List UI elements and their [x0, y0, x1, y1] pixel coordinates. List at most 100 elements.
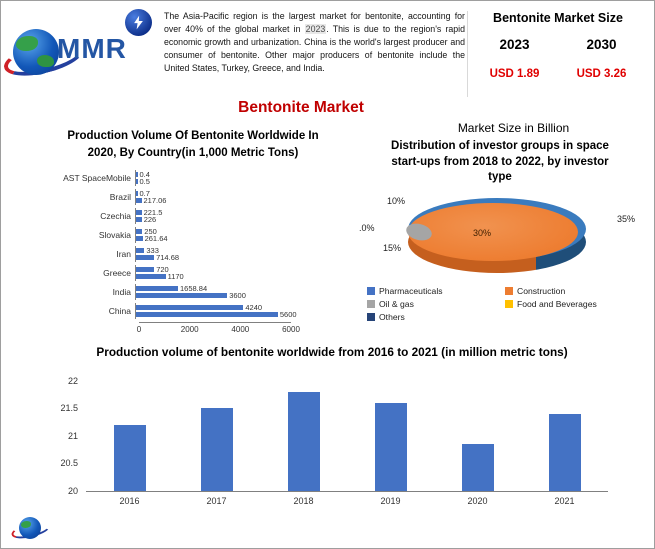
bar-value-label: 217.06: [143, 195, 167, 205]
bar-slot: [173, 382, 260, 491]
legend-label: Construction: [517, 285, 566, 296]
bar-slot: [434, 382, 521, 491]
bar-value-label: 261.64: [144, 233, 168, 243]
bar-row: 0.5: [136, 176, 150, 186]
category-label: AST SpaceMobile: [63, 172, 131, 183]
bar-row: 261.64: [136, 233, 168, 243]
bar-slot: [86, 382, 173, 491]
market-size-title: Bentonite Market Size: [493, 11, 623, 25]
bar-value-label: 4240: [245, 302, 263, 312]
bar: [548, 413, 581, 491]
page-title: Bentonite Market: [238, 99, 364, 116]
intro-text-before: The Asia-Pacific region is the largest m…: [164, 11, 465, 34]
bar-group: AST SpaceMobile 0.4 0.5: [43, 169, 343, 189]
pie-legend: Pharmaceuticals Construction Oil & gas Food…: [367, 286, 635, 322]
y-tick-label: 20: [67, 485, 78, 496]
bar-row: 1658.84: [136, 283, 246, 293]
bar: [136, 228, 143, 234]
bar-value-label: 226: [143, 214, 157, 224]
pie-percent-oil-gas: 15%: [383, 242, 402, 253]
bar-value-label: 3600: [229, 290, 246, 300]
market-size-year-start: 2023: [499, 37, 530, 52]
intro-text-after: . This is due to the region's rapid econ…: [164, 23, 466, 73]
bar-value-label: 0.7: [139, 188, 150, 198]
bar: [287, 391, 320, 491]
bar: [136, 197, 142, 203]
bar-row: 226: [136, 214, 162, 224]
bar-row: 1170: [136, 271, 184, 281]
bar-group: Brazil 0.7 217.06: [43, 188, 343, 208]
lightning-bolt-icon: [125, 9, 152, 36]
x-tick-label: 2017: [206, 495, 227, 506]
bar: [136, 292, 228, 298]
legend-item: Oil & gas: [367, 299, 497, 309]
footer-globe-icon: [19, 517, 41, 539]
x-tick-label: 0: [136, 324, 142, 334]
x-tick-label: 2000: [180, 324, 199, 334]
bar-group: Iran 333 714.68: [43, 245, 343, 265]
category-label: Iran: [116, 248, 131, 259]
bar-value-label: 1658.84: [180, 283, 208, 293]
bar-value-label: 1170: [167, 271, 184, 281]
pie-percent-construction: 30%: [473, 227, 492, 238]
bar: [136, 171, 138, 177]
category-label: China: [108, 305, 131, 316]
investor-pie-chart: Distribution of investor groups in space…: [353, 139, 647, 322]
production-bar-chart: Production volume of bentonite worldwide…: [26, 344, 638, 506]
bar-value-label: 714.68: [156, 252, 180, 262]
legend-label: Pharmaceuticals: [379, 285, 443, 296]
bar-value-label: 720: [156, 264, 169, 274]
bar: [136, 216, 142, 222]
x-tick-label: 2021: [554, 495, 575, 506]
footer-logo: [9, 514, 55, 544]
legend-label: Others: [379, 311, 405, 322]
bar-row: 0.4: [136, 170, 150, 179]
y-tick-label: 21.5: [60, 403, 78, 414]
bar: [136, 304, 244, 310]
bar: [136, 254, 155, 260]
legend-swatch: [367, 299, 375, 308]
bar: [136, 178, 138, 184]
category-label: Greece: [103, 267, 131, 278]
header-divider: [467, 11, 468, 97]
production-y-ticks: 20 20.5 21 21.5 22: [60, 376, 608, 496]
x-tick-label: 6000: [282, 324, 300, 334]
pie-3d: [404, 197, 586, 288]
bar-group: China 4240 5600: [43, 302, 343, 322]
bar-pair: 221.5 226: [135, 207, 163, 224]
bar-group: Slovakia 250 261.64: [43, 226, 343, 246]
bar: [136, 273, 166, 279]
category-label: Slovakia: [98, 229, 131, 240]
globe-icon: [13, 29, 59, 75]
country-bar-chart: Production Volume Of Bentonite Worldwide…: [43, 128, 343, 335]
legend-item: Pharmaceuticals: [367, 286, 497, 296]
bar: [374, 402, 407, 491]
bar-slot: [521, 382, 608, 491]
legend-label: Food and Beverages: [517, 298, 597, 309]
bar-pair: 0.4 0.5: [135, 169, 150, 186]
bar-group: India 1658.84 3600: [43, 283, 343, 303]
bar-value-label: 0.5: [139, 176, 150, 186]
bar-group: Czechia 221.5 226: [43, 207, 343, 227]
bar-row: 720: [136, 264, 184, 274]
market-size-in-billion-label: Market Size in Billion: [457, 121, 570, 135]
bar-group: Greece 720 1170: [43, 264, 343, 284]
y-tick-label: 21: [67, 430, 78, 441]
x-tick-label: 4000: [231, 324, 250, 334]
bar-value-label: 221.5: [143, 207, 163, 217]
x-tick-label: 2018: [293, 495, 314, 506]
x-tick-label: 2020: [467, 495, 488, 506]
bar: [200, 408, 233, 491]
bar: [136, 285, 178, 291]
pie-percent-pharmaceuticals: 35%: [617, 213, 636, 224]
legend-item: Construction: [505, 286, 635, 296]
market-size-value-end: USD 3.26: [576, 68, 627, 80]
legend-swatch: [505, 299, 513, 308]
market-size-panel: Bentonite Market Size 2023 2030 USD 1.89…: [471, 11, 645, 80]
mmr-logo: MMR: [1, 21, 129, 91]
logo-text: MMR: [57, 33, 127, 64]
legend-label: Oil & gas: [379, 298, 414, 309]
bar-slot: [347, 382, 434, 491]
legend-swatch: [367, 286, 375, 295]
pie-chart-plot: 35% 30% 15% .0% 10% Pharmaceuticals Const…: [353, 190, 647, 322]
